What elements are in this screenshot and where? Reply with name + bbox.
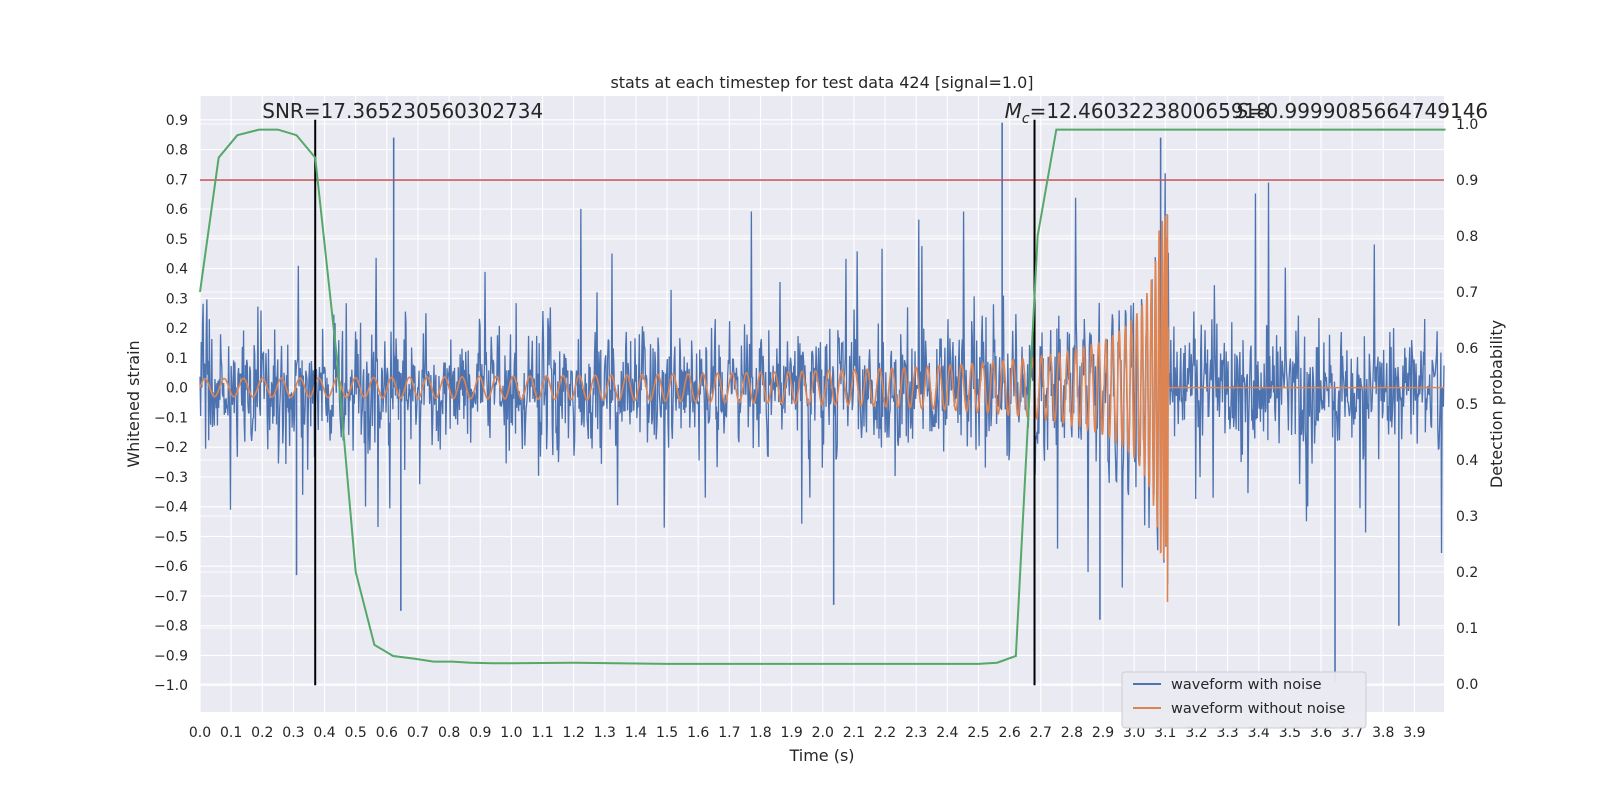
legend-label-noise: waveform with noise xyxy=(1171,677,1322,693)
x-tick-label: 0.4 xyxy=(313,725,335,741)
y-axis-ticks: 0.9 0.8 0.7 0.6 0.5 0.4 0.3 0.2 0.1 0.0 −0.1 −0.2 −0… xyxy=(154,113,188,694)
y-tick-label: 0.4 xyxy=(166,262,188,278)
y-tick-label: −0.1 xyxy=(154,410,188,426)
x-tick-label: 2.1 xyxy=(843,725,865,741)
x-tick-label: 2.0 xyxy=(812,725,834,741)
y-tick-label: 0.9 xyxy=(166,113,188,129)
y2-tick-label: 0.3 xyxy=(1456,509,1478,525)
y-tick-label: −0.8 xyxy=(154,619,188,635)
x-tick-label: 0.8 xyxy=(438,725,460,741)
y-tick-label: 0.3 xyxy=(166,291,188,307)
x-tick-label: 3.4 xyxy=(1248,725,1270,741)
y2-tick-label: 1.0 xyxy=(1456,117,1478,133)
y-tick-label: −0.9 xyxy=(154,648,188,664)
x-tick-label: 3.7 xyxy=(1341,725,1363,741)
series-waveform-without-noise xyxy=(199,215,1444,602)
x-tick-label: 2.6 xyxy=(998,725,1020,741)
legend-label-clean: waveform without noise xyxy=(1171,701,1345,717)
y-tick-label: −0.4 xyxy=(154,500,188,516)
x-tick-label: 0.5 xyxy=(345,725,367,741)
y2-tick-label: 0.5 xyxy=(1456,397,1478,413)
x-tick-label: 2.4 xyxy=(936,725,958,741)
annotation-score: S=0.9999085664749146 xyxy=(1236,99,1488,123)
x-tick-label: 1.8 xyxy=(749,725,771,741)
x-tick-label: 2.8 xyxy=(1061,725,1083,741)
annotation-chirp-mass: Mc=12.460322380065918 xyxy=(1005,99,1269,127)
chart-title: stats at each timestep for test data 424… xyxy=(610,73,1033,92)
y2-tick-label: 0.9 xyxy=(1456,173,1478,189)
x-tick-label: 2.7 xyxy=(1030,725,1052,741)
y-axis-title: Whitened strain xyxy=(124,340,143,467)
series-detection-probability xyxy=(199,128,1446,665)
x-tick-label: 1.9 xyxy=(781,725,803,741)
x-tick-label: 0.7 xyxy=(407,725,429,741)
y2-tick-label: 0.1 xyxy=(1456,621,1478,637)
y2-tick-label: 0.6 xyxy=(1456,341,1478,357)
y2-tick-label: 0.4 xyxy=(1456,453,1478,469)
x-tick-label: 1.1 xyxy=(531,725,553,741)
x-tick-label: 1.4 xyxy=(625,725,647,741)
x-tick-label: 3.6 xyxy=(1310,725,1332,741)
y2-tick-label: 0.7 xyxy=(1456,285,1478,301)
annotations: SNR=17.365230560302734 Mc=12.460322380065… xyxy=(262,99,1488,127)
probability-path xyxy=(199,128,1446,665)
y-tick-label: 0.8 xyxy=(166,143,188,159)
y2-tick-label: 0.0 xyxy=(1456,677,1478,693)
x-tick-label: 2.9 xyxy=(1092,725,1114,741)
x-tick-label: 1.6 xyxy=(687,725,709,741)
x-tick-label: 3.9 xyxy=(1403,725,1425,741)
x-tick-label: 3.1 xyxy=(1154,725,1176,741)
x-axis-title: Time (s) xyxy=(788,746,854,765)
x-tick-label: 3.8 xyxy=(1372,725,1394,741)
y-tick-label: 0.7 xyxy=(166,172,188,188)
y-tick-label: 0.5 xyxy=(166,232,188,248)
x-tick-label: 1.3 xyxy=(594,725,616,741)
x-tick-label: 3.2 xyxy=(1185,725,1207,741)
legend-box xyxy=(1121,671,1367,729)
y2-axis-title: Detection probability xyxy=(1487,320,1506,488)
y-tick-label: −0.2 xyxy=(154,440,188,456)
x-tick-label: 3.5 xyxy=(1279,725,1301,741)
y2-tick-label: 0.2 xyxy=(1456,565,1478,581)
x-tick-label: 1.2 xyxy=(563,725,585,741)
legend[interactable]: waveform with noise waveform without noi… xyxy=(1121,671,1367,729)
series-waveform-with-noise xyxy=(199,122,1445,683)
x-tick-label: 2.5 xyxy=(967,725,989,741)
x-tick-label: 1.0 xyxy=(500,725,522,741)
y-tick-label: −0.3 xyxy=(154,470,188,486)
y-tick-label: 0.2 xyxy=(166,321,188,337)
x-tick-label: 1.7 xyxy=(718,725,740,741)
y2-tick-label: 0.8 xyxy=(1456,229,1478,245)
annotation-snr: SNR=17.365230560302734 xyxy=(262,99,543,123)
y-tick-label: −1.0 xyxy=(154,678,188,694)
y-tick-label: −0.6 xyxy=(154,559,188,575)
y-tick-label: −0.7 xyxy=(154,589,188,605)
y-tick-label: 0.0 xyxy=(166,381,188,397)
y2-axis-ticks: 1.0 0.9 0.8 0.7 0.6 0.5 0.4 0.3 0.2 0.1 0.0 xyxy=(1456,117,1478,693)
x-tick-label: 0.9 xyxy=(469,725,491,741)
x-tick-label: 0.6 xyxy=(376,725,398,741)
x-tick-label: 0.3 xyxy=(282,725,304,741)
x-tick-label: 3.3 xyxy=(1216,725,1238,741)
noise-path xyxy=(199,173,1445,588)
x-axis-ticks: 0.0 0.1 0.2 0.3 0.4 0.5 0.6 0.7 0.8 0.9 1.0 1.1 1.2 1… xyxy=(189,725,1426,741)
x-tick-label: 3.0 xyxy=(1123,725,1145,741)
x-tick-label: 2.3 xyxy=(905,725,927,741)
y-tick-label: 0.1 xyxy=(166,351,188,367)
x-tick-label: 0.0 xyxy=(189,725,211,741)
marker-lines xyxy=(314,119,1036,686)
y-tick-label: 0.6 xyxy=(166,202,188,218)
y-tick-label: −0.5 xyxy=(154,529,188,545)
x-tick-label: 2.2 xyxy=(874,725,896,741)
x-tick-label: 0.2 xyxy=(251,725,273,741)
x-tick-label: 1.5 xyxy=(656,725,678,741)
x-tick-label: 0.1 xyxy=(220,725,242,741)
chirp-path xyxy=(199,215,1444,560)
